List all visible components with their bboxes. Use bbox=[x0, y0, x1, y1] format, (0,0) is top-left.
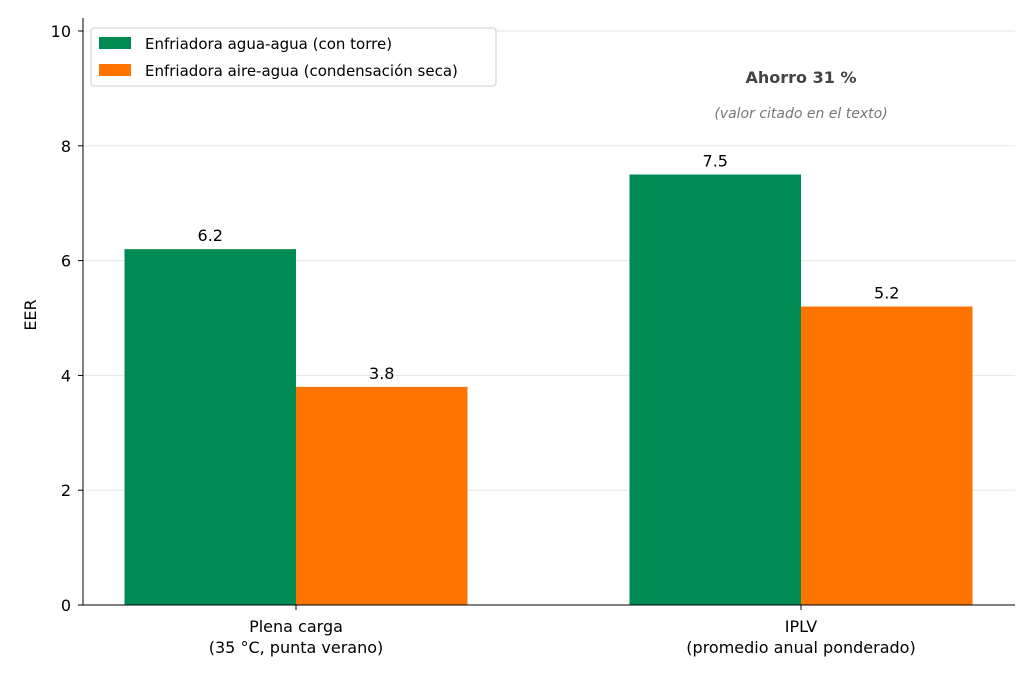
legend-box bbox=[90, 27, 497, 87]
bar-value-label: 5.2 bbox=[874, 284, 899, 303]
y-tick-label: 6 bbox=[61, 252, 71, 271]
savings-title: Ahorro 31 % bbox=[746, 68, 857, 87]
x-tick-label: (promedio anual ponderado) bbox=[686, 638, 915, 657]
y-tick-label: 2 bbox=[61, 481, 71, 500]
bar-value-labels: 6.2 7.5 3.8 5.2 bbox=[198, 152, 900, 383]
legend: Enfriadora agua-agua (con torre) Enfriad… bbox=[90, 27, 497, 87]
bar-value-label: 3.8 bbox=[369, 364, 394, 383]
bar bbox=[124, 249, 296, 605]
x-ticks: Plena carga (35 °C, punta verano) IPLV (pro… bbox=[209, 605, 916, 657]
y-tick-label: 0 bbox=[61, 596, 71, 615]
bar bbox=[801, 306, 973, 605]
y-axis-label: EER bbox=[21, 299, 40, 330]
bars bbox=[124, 174, 973, 605]
bar-value-label: 6.2 bbox=[198, 226, 223, 245]
y-tick-label: 10 bbox=[51, 22, 71, 41]
y-tick-label: 8 bbox=[61, 137, 71, 156]
y-ticks: 0 2 4 6 8 10 bbox=[51, 22, 83, 615]
x-tick-label: Plena carga bbox=[249, 617, 343, 636]
bar-value-label: 7.5 bbox=[703, 152, 728, 171]
legend-label-water: Enfriadora agua-agua (con torre) bbox=[145, 35, 392, 53]
x-tick-label: IPLV bbox=[785, 617, 818, 636]
legend-swatch-air bbox=[99, 64, 131, 76]
axes bbox=[82, 18, 1015, 606]
bar bbox=[629, 174, 801, 605]
bar bbox=[296, 386, 468, 605]
savings-annotation: Ahorro 31 % (valor citado en el texto) bbox=[714, 68, 887, 122]
y-tick-label: 4 bbox=[61, 366, 71, 385]
x-tick-label: (35 °C, punta verano) bbox=[209, 638, 384, 657]
savings-subtitle: (valor citado en el texto) bbox=[714, 106, 887, 122]
legend-swatch-water bbox=[99, 37, 131, 49]
legend-label-air: Enfriadora aire-agua (condensación seca) bbox=[145, 62, 458, 80]
